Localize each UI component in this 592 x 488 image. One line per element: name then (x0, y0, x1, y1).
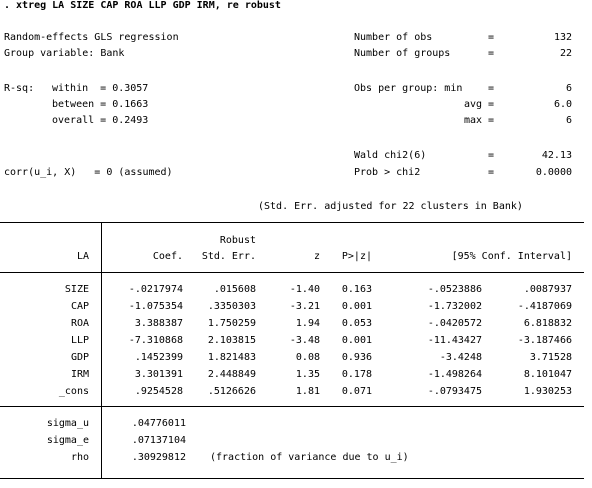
stat-value: 42.13 (541, 150, 572, 161)
table-top-rule (0, 222, 584, 223)
row-ci-low: -3.4248 (439, 352, 482, 363)
stat-label: Prob > chi2 (354, 167, 421, 178)
stat-eq: = (488, 115, 495, 126)
depvar-label: LA (76, 251, 89, 262)
sigma-name: sigma_u (46, 418, 89, 429)
sigma-value: .07137104 (131, 435, 186, 446)
stat-value: 22 (559, 48, 572, 59)
row-ci-low: -.0793475 (427, 386, 482, 397)
row-se: 1.750259 (207, 318, 256, 329)
stat-eq: = (488, 167, 495, 178)
row-ci-high: 8.101047 (523, 369, 572, 380)
row-coef: -1.075354 (128, 301, 183, 312)
table-header-rule (0, 272, 584, 273)
row-name: CAP (70, 301, 89, 312)
row-p: 0.053 (341, 318, 372, 329)
sigma-name: sigma_e (46, 435, 89, 446)
cluster-note: (Std. Err. adjusted for 22 clusters in B… (258, 201, 523, 212)
row-p: 0.178 (341, 369, 372, 380)
row-name: LLP (70, 335, 89, 346)
row-se: .5126626 (207, 386, 256, 397)
row-ci-high: .0087937 (523, 284, 572, 295)
stat-value: 6.0 (553, 99, 572, 110)
row-name: GDP (70, 352, 89, 363)
row-z: 1.35 (295, 369, 320, 380)
table-sigma-rule (0, 406, 584, 407)
stat-label: Number of obs (354, 32, 433, 43)
table-column-divider (101, 222, 102, 478)
stat-eq: = (488, 83, 495, 94)
stat-value: 6 (565, 83, 572, 94)
stat-value: 6 (565, 115, 572, 126)
col-header-z: z (313, 251, 320, 262)
row-z: -3.48 (289, 335, 320, 346)
row-name: SIZE (64, 284, 89, 295)
col-header-se: Std. Err. (201, 251, 256, 262)
row-p: 0.071 (341, 386, 372, 397)
row-z: 1.81 (295, 386, 320, 397)
row-name: _cons (58, 386, 89, 397)
model-type: Random-effects GLS regression (4, 32, 179, 43)
robust-label: Robust (219, 235, 256, 246)
row-se: .015608 (213, 284, 256, 295)
row-ci-high: 3.71528 (529, 352, 572, 363)
stat-value: 132 (553, 32, 572, 43)
stat-label: max (463, 115, 482, 126)
stat-eq: = (488, 99, 495, 110)
row-ci-low: -11.43427 (427, 335, 482, 346)
stat-eq: = (488, 48, 495, 59)
row-se: 2.448849 (207, 369, 256, 380)
command-line: . xtreg LA SIZE CAP ROA LLP GDP IRM, re … (4, 0, 281, 11)
row-se: 1.821483 (207, 352, 256, 363)
stat-eq: = (488, 150, 495, 161)
row-name: IRM (70, 369, 89, 380)
row-coef: -.0217974 (128, 284, 183, 295)
row-name: ROA (70, 318, 89, 329)
stat-label: Number of groups (354, 48, 451, 59)
row-coef: .1452399 (134, 352, 183, 363)
stat-label: avg (463, 99, 482, 110)
group-variable: Group variable: Bank (4, 48, 125, 59)
row-ci-low: -.0420572 (427, 318, 482, 329)
row-z: -3.21 (289, 301, 320, 312)
row-p: 0.001 (341, 301, 372, 312)
row-ci-low: -.0523886 (427, 284, 482, 295)
stat-eq: = (488, 32, 495, 43)
row-z: -1.40 (289, 284, 320, 295)
row-p: 0.001 (341, 335, 372, 346)
stat-label: Wald chi2(6) (354, 150, 427, 161)
rho-note: (fraction of variance due to u_i) (210, 452, 409, 463)
row-z: 0.08 (295, 352, 320, 363)
row-coef: 3.388387 (134, 318, 183, 329)
row-coef: .9254528 (134, 386, 183, 397)
sigma-value: .30929812 (131, 452, 186, 463)
col-header-p: P>|z| (341, 251, 372, 262)
row-ci-low: -1.498264 (427, 369, 482, 380)
row-se: .3350303 (207, 301, 256, 312)
row-coef: 3.301391 (134, 369, 183, 380)
row-ci-low: -1.732002 (427, 301, 482, 312)
sigma-value: .04776011 (131, 418, 186, 429)
row-ci-high: -.4187069 (517, 301, 572, 312)
row-coef: -7.310868 (128, 335, 183, 346)
rsq-overall: overall = 0.2493 (52, 115, 149, 126)
stat-value: 0.0000 (535, 167, 572, 178)
row-ci-high: -3.187466 (517, 335, 572, 346)
rsq-between: between = 0.1663 (52, 99, 149, 110)
sigma-name: rho (70, 452, 89, 463)
row-se: 2.103815 (207, 335, 256, 346)
row-p: 0.163 (341, 284, 372, 295)
stat-label: Obs per group: min (354, 83, 463, 94)
row-p: 0.936 (341, 352, 372, 363)
col-header-coef: Coef. (152, 251, 183, 262)
row-ci-high: 6.818832 (523, 318, 572, 329)
rsq-within: within = 0.3057 (52, 83, 149, 94)
table-bottom-rule (0, 478, 584, 479)
row-z: 1.94 (295, 318, 320, 329)
col-header-ci: [95% Conf. Interval] (451, 251, 572, 262)
row-ci-high: 1.930253 (523, 386, 572, 397)
rsq-label: R-sq: (4, 83, 35, 94)
corr-line: corr(u_i, X) = 0 (assumed) (4, 167, 173, 178)
